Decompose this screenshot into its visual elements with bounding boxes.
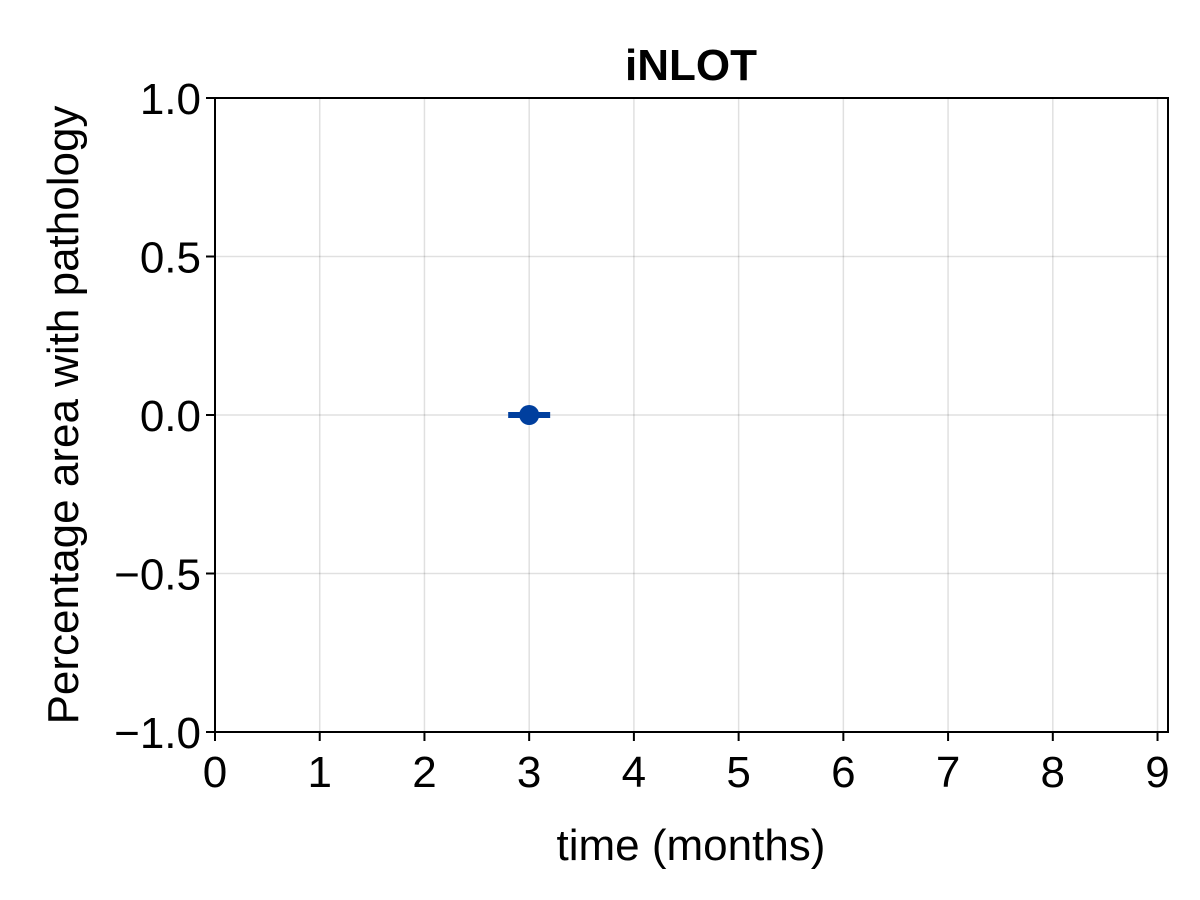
x-tick-label: 8 xyxy=(1041,748,1065,797)
grid xyxy=(214,97,1168,733)
data-point xyxy=(519,405,540,425)
x-tick-label: 5 xyxy=(726,748,750,797)
x-tick-label: 1 xyxy=(307,748,331,797)
y-tick-label: 0.5 xyxy=(140,234,201,283)
y-tick-label: 0.0 xyxy=(140,392,201,441)
x-tick-label: 0 xyxy=(203,748,227,797)
x-tick-label: 6 xyxy=(831,748,855,797)
y-axis-label: Percentage area with pathology xyxy=(39,106,88,725)
x-tick-label: 4 xyxy=(622,748,646,797)
x-tick-label: 3 xyxy=(517,748,541,797)
x-tick-label: 7 xyxy=(936,748,960,797)
x-tick-label: 2 xyxy=(412,748,436,797)
y-tick-label: −0.5 xyxy=(114,551,201,600)
x-axis-label: time (months) xyxy=(557,821,826,870)
chart-title: iNLOT xyxy=(625,41,757,90)
axis-ticks: 0 1 2 3 4 5 6 7 8 9 −1.0 −0.5 0.0 0.5 1.0 xyxy=(114,75,1170,797)
x-tick-label: 9 xyxy=(1145,748,1169,797)
data-layer xyxy=(508,405,551,425)
y-tick-label: −1.0 xyxy=(114,709,201,758)
y-tick-label: 1.0 xyxy=(140,75,201,124)
